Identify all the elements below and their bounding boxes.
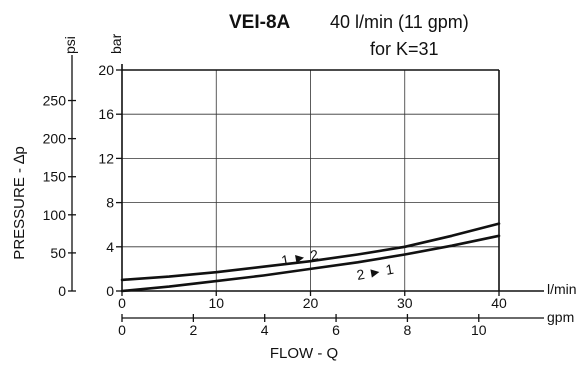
chart-subtitle-flow: 40 l/min (11 gpm) bbox=[330, 12, 469, 32]
x-tick-label-gpm: 0 bbox=[118, 322, 126, 338]
x-tick-label-gpm: 6 bbox=[332, 322, 340, 338]
y-tick-label-bar: 8 bbox=[106, 195, 114, 211]
y-axis-label: PRESSURE - ∆p bbox=[11, 146, 28, 259]
grid bbox=[122, 70, 499, 291]
x-tick-label-lmin: 0 bbox=[118, 295, 126, 311]
chart-subtitle-k: for K=31 bbox=[370, 39, 439, 59]
y-tick-label-psi: 0 bbox=[58, 283, 66, 299]
x-tick-label-lmin: 40 bbox=[491, 295, 507, 311]
x-tick-label-gpm: 2 bbox=[189, 322, 197, 338]
y-unit-psi: psi bbox=[62, 36, 78, 54]
y-tick-label-psi: 100 bbox=[43, 207, 67, 223]
x-unit-gpm: gpm bbox=[547, 309, 574, 325]
chart-title: VEI-8A bbox=[229, 12, 291, 33]
y-tick-label-bar: 20 bbox=[98, 62, 114, 78]
y-tick-label-psi: 250 bbox=[43, 93, 67, 109]
x-tick-label-lmin: 30 bbox=[397, 295, 413, 311]
x-unit-lmin: l/min bbox=[547, 281, 577, 297]
x-axis-label: FLOW - Q bbox=[270, 345, 338, 362]
x-tick-label-gpm: 10 bbox=[471, 322, 487, 338]
x-tick-label-gpm: 8 bbox=[404, 322, 412, 338]
series-label-2-to-1: 2 ► 1 bbox=[355, 261, 395, 283]
series-line-1-to-2 bbox=[120, 222, 501, 282]
y-tick-label-bar: 0 bbox=[106, 283, 114, 299]
y-tick-label-psi: 200 bbox=[43, 131, 67, 147]
x-tick-label-gpm: 4 bbox=[261, 322, 269, 338]
y-tick-label-bar: 12 bbox=[98, 150, 114, 166]
y-tick-label-bar: 16 bbox=[98, 106, 114, 122]
series-line-2-to-1 bbox=[120, 234, 501, 293]
y-tick-label-psi: 150 bbox=[43, 169, 67, 185]
y-tick-label-bar: 4 bbox=[106, 239, 114, 255]
series-label-1-to-2: 1 ► 2 bbox=[280, 246, 320, 268]
series-lines bbox=[120, 222, 501, 293]
y-tick-label-psi: 50 bbox=[50, 245, 66, 261]
y-unit-bar: bar bbox=[108, 33, 124, 54]
x-tick-label-lmin: 20 bbox=[303, 295, 319, 311]
x-tick-label-lmin: 10 bbox=[208, 295, 224, 311]
series-labels: 1 ► 2 2 ► 1 bbox=[280, 246, 395, 283]
